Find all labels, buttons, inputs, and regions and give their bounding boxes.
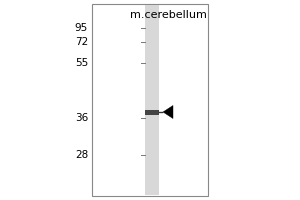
Bar (145, 5, 159, 195)
Text: 28: 28 (75, 150, 88, 160)
Text: 36: 36 (75, 113, 88, 123)
Text: 95: 95 (75, 23, 88, 33)
Text: 72: 72 (75, 37, 88, 47)
Text: 55: 55 (75, 58, 88, 68)
Bar (92, 4, 208, 196)
Text: m.cerebellum: m.cerebellum (130, 10, 206, 20)
Bar (145, 110, 159, 114)
Polygon shape (163, 106, 173, 118)
